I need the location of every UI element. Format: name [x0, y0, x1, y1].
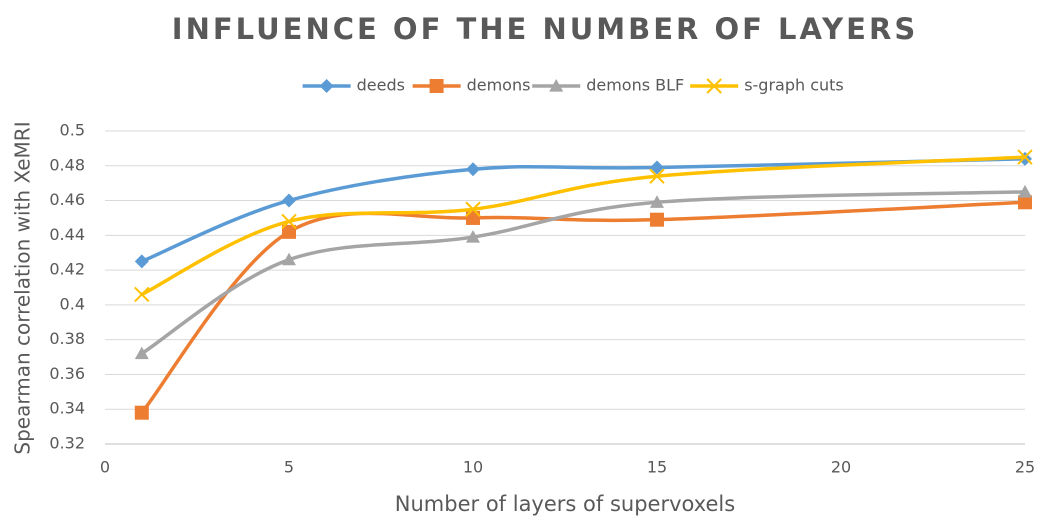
series-line [141, 155, 1026, 297]
x-axis-label: Number of layers of supervoxels [395, 492, 735, 516]
marker [466, 210, 480, 225]
marker [319, 79, 334, 93]
marker [282, 193, 296, 208]
x-tick-label: 5 [284, 458, 294, 477]
marker [282, 224, 296, 239]
legend-label: demons BLF [586, 76, 684, 95]
y-tick-label: 0.4 [60, 294, 85, 313]
y-tick-label: 0.42 [49, 260, 85, 279]
marker [650, 160, 664, 175]
legend-item: demons BLF [532, 76, 684, 95]
marker [281, 213, 297, 230]
y-tick-label: 0.34 [49, 399, 85, 418]
series-line [141, 157, 1026, 264]
marker [1017, 149, 1033, 165]
marker [282, 252, 296, 266]
y-tick-label: 0.36 [49, 364, 85, 383]
series-line [140, 190, 1026, 356]
series [134, 184, 1032, 360]
legend-item: deeds [302, 76, 405, 95]
x-tick-label: 20 [831, 458, 851, 477]
series-line [140, 200, 1026, 414]
legend-item: s-graph cuts [690, 76, 844, 95]
marker [429, 79, 444, 93]
y-tick-label: 0.48 [49, 155, 85, 174]
x-tick-label: 15 [647, 458, 667, 477]
x-tick-label: 10 [463, 458, 483, 477]
legend-label: deeds [357, 76, 405, 95]
marker [549, 79, 564, 92]
y-tick-label: 0.46 [49, 190, 85, 209]
marker [134, 346, 149, 360]
marker [466, 230, 480, 243]
y-tick-label: 0.32 [49, 434, 85, 453]
marker [706, 78, 722, 94]
y-tick-label: 0.38 [49, 329, 85, 348]
legend-label: demons [467, 76, 531, 95]
marker [134, 405, 149, 420]
marker [649, 168, 665, 184]
marker [650, 212, 664, 227]
legend-label: s-graph cuts [744, 76, 844, 95]
marker [134, 286, 150, 303]
series [134, 151, 1032, 269]
series [134, 195, 1032, 420]
marker [1018, 195, 1032, 210]
y-tick-label: 0.5 [60, 121, 85, 140]
y-tick-label: 0.44 [49, 225, 85, 244]
x-tick-label: 0 [100, 458, 110, 477]
series [134, 149, 1033, 303]
marker [134, 254, 149, 269]
y-axis-label: Spearman correlation with XeMRI [11, 121, 35, 454]
x-tick-label: 25 [1015, 458, 1035, 477]
chart-title: INFLUENCE OF THE NUMBER OF LAYERS [172, 12, 918, 46]
marker [1018, 184, 1032, 198]
marker [465, 201, 481, 217]
marker [650, 195, 664, 208]
legend-item: demons [412, 76, 531, 95]
marker [466, 162, 480, 177]
